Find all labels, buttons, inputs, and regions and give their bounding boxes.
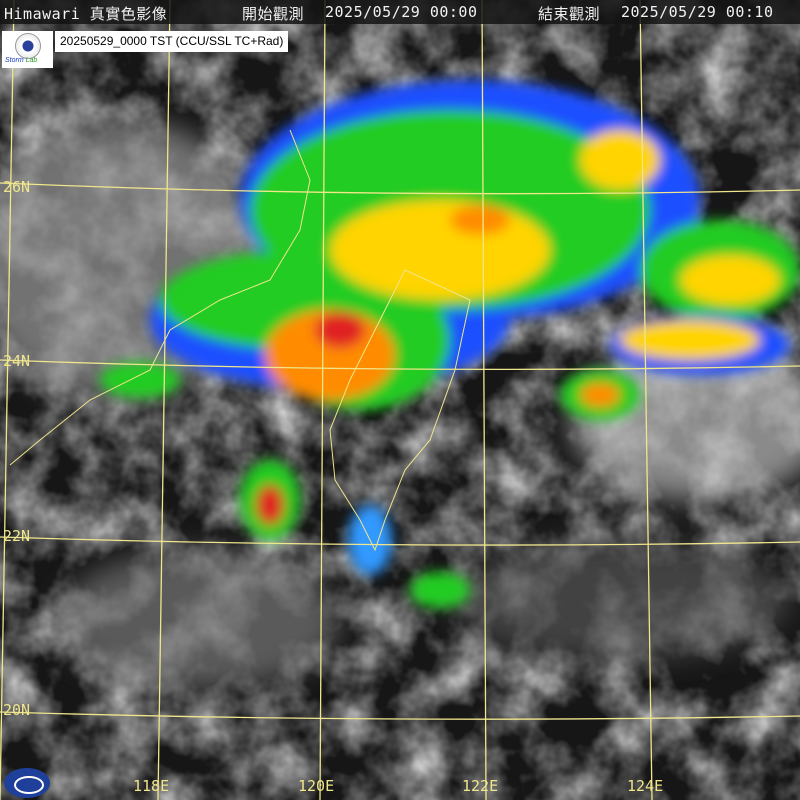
radar-echo <box>100 80 800 608</box>
header-title: Himawari 真實色影像 <box>4 5 168 23</box>
lat-label-26n: 26N <box>3 178 31 196</box>
cloud-layer <box>0 120 800 690</box>
logo-text: Storm Lab <box>5 57 38 64</box>
cwa-logo-icon <box>4 768 50 798</box>
lat-label-20n: 20N <box>3 701 31 719</box>
storm-lab-logo: Storm Lab <box>2 31 53 68</box>
lat-label-24n: 24N <box>3 352 31 370</box>
lon-label-122e: 122E <box>462 777 499 795</box>
product-label: 20250529_0000 TST (CCU/SSL TC+Rad) <box>55 31 289 52</box>
start-time: 2025/05/29 00:00 <box>325 3 478 21</box>
lon-label-124e: 124E <box>627 777 664 795</box>
end-time: 2025/05/29 00:10 <box>621 3 774 21</box>
lat-label-22n: 22N <box>3 527 31 545</box>
coastline <box>9 129 471 552</box>
start-label: 開始觀測 <box>242 5 305 23</box>
lon-label-118e: 118E <box>133 777 170 795</box>
header-bar <box>0 0 800 24</box>
seal-icon <box>15 33 41 59</box>
end-label: 結束觀測 <box>538 5 601 23</box>
lon-label-120e: 120E <box>298 777 335 795</box>
